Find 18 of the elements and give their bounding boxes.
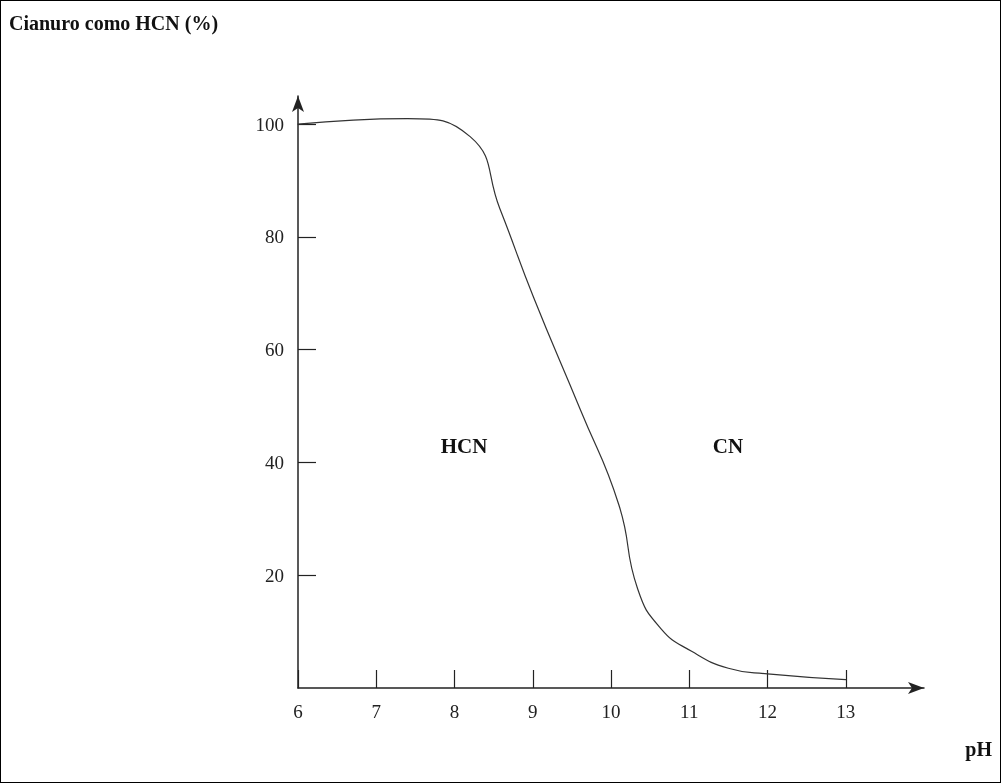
x-tick-label: 12 bbox=[758, 701, 777, 722]
x-tick-label: 13 bbox=[836, 701, 856, 722]
x-tick-label: 9 bbox=[528, 701, 538, 722]
line-series bbox=[297, 117, 847, 681]
y-tick-label: 20 bbox=[265, 564, 284, 586]
annotation: HCN bbox=[440, 434, 488, 458]
x-tick-label: 6 bbox=[293, 701, 303, 722]
y-axis-title: Cianuro como HCN (%) bbox=[9, 12, 219, 35]
y-tick-label: 100 bbox=[255, 113, 284, 135]
annotation: CN bbox=[712, 434, 744, 458]
x-axis-title: pH bbox=[965, 738, 993, 761]
x-tick-label: 11 bbox=[680, 701, 699, 722]
y-tick-label: 60 bbox=[265, 339, 284, 361]
x-tick-label: 7 bbox=[371, 701, 381, 722]
x-tick-label: 8 bbox=[449, 701, 460, 722]
y-tick-label: 80 bbox=[265, 226, 284, 248]
x-tick-label: 10 bbox=[601, 701, 621, 722]
y-tick-label: 40 bbox=[265, 451, 284, 473]
